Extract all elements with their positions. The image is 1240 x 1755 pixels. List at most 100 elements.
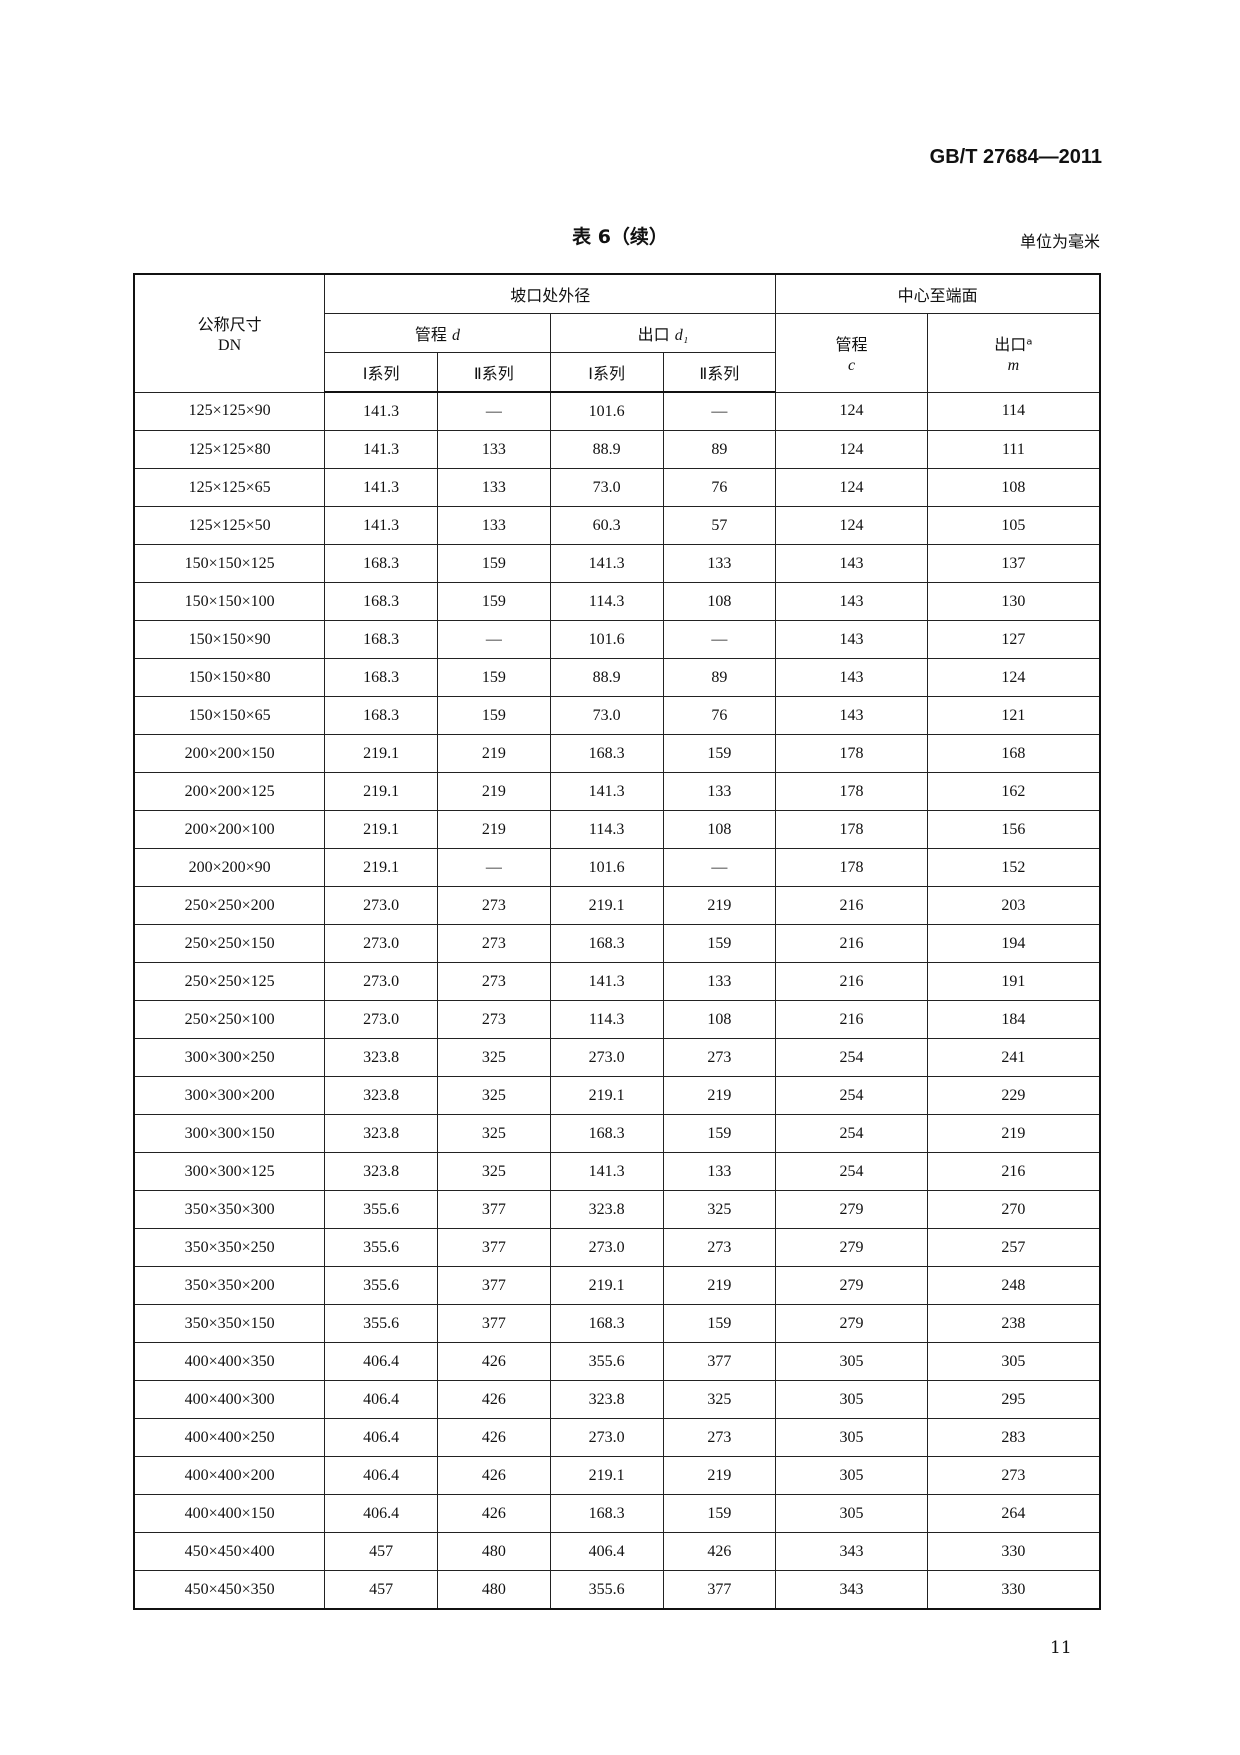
table-cell: 400×400×350	[133, 1342, 326, 1381]
table-cell: 450×450×350	[133, 1570, 326, 1610]
table-cell: 241	[926, 1038, 1101, 1077]
table-cell: 178	[775, 772, 928, 811]
table-cell: 257	[926, 1228, 1101, 1267]
table-row: 450×450×350 457 480 355.6 377 343 330	[133, 1570, 1101, 1610]
table-cell: 273	[662, 1418, 777, 1457]
table-cell: 219.1	[324, 772, 438, 811]
table-cell: 305	[926, 1342, 1101, 1381]
table-row: 150×150×65 168.3 159 73.0 76 143 121	[133, 696, 1101, 735]
table-cell: 305	[775, 1380, 928, 1419]
table-cell: 88.9	[549, 658, 664, 697]
table-cell: 250×250×125	[133, 962, 326, 1001]
table-cell: 400×400×300	[133, 1380, 326, 1419]
header-text: DN	[218, 337, 242, 355]
unit-note: 单位为毫米	[1019, 232, 1100, 251]
table-cell: 238	[926, 1304, 1101, 1343]
table-cell: 105	[926, 506, 1101, 545]
table-cell: 457	[324, 1532, 438, 1571]
table-cell: 300×300×150	[133, 1114, 326, 1153]
table-cell: 143	[775, 582, 928, 621]
table-row: 200×200×150 219.1 219 168.3 159 178 168	[133, 734, 1101, 773]
table-cell: 159	[662, 1114, 777, 1153]
table-cell: 283	[926, 1418, 1101, 1457]
table-cell: 273.0	[324, 962, 438, 1001]
table-cell: 130	[926, 582, 1101, 621]
table-cell: 279	[775, 1304, 928, 1343]
table-row: 400×400×250 406.4 426 273.0 273 305 283	[133, 1418, 1101, 1457]
table-row: 450×450×400 457 480 406.4 426 343 330	[133, 1532, 1101, 1571]
table-cell: 406.4	[324, 1342, 438, 1381]
table-cell: 406.4	[324, 1456, 438, 1495]
table-cell: 141.3	[549, 772, 664, 811]
table-cell: 350×350×200	[133, 1266, 326, 1305]
table-cell: 270	[926, 1190, 1101, 1229]
header-text: 出口ᵃ	[994, 334, 1033, 354]
table-cell: 325	[436, 1152, 551, 1191]
table-cell: 273.0	[324, 924, 438, 963]
table-cell: 325	[662, 1380, 777, 1419]
header-symbol: m	[1007, 356, 1020, 374]
table-row: 150×150×90 168.3—101.6—143 127	[133, 620, 1101, 659]
table-cell: 377	[662, 1570, 777, 1610]
page-number: 11	[1050, 1638, 1072, 1658]
table-cell: 273.0	[324, 1000, 438, 1039]
table-cell: 168.3	[324, 696, 438, 735]
table-cell: 124	[775, 468, 928, 507]
table-cell: 108	[662, 810, 777, 849]
table-cell: —	[436, 620, 551, 659]
table-cell: 355.6	[324, 1304, 438, 1343]
table-row: 400×400×200 406.4 426 219.1 219 305 273	[133, 1456, 1101, 1495]
table-cell: 355.6	[549, 1570, 664, 1610]
table-cell: 191	[926, 962, 1101, 1001]
table-cell: —	[662, 391, 777, 431]
table-cell: 219	[926, 1114, 1101, 1153]
table-cell: 178	[775, 810, 928, 849]
table-cell: 168.3	[549, 1304, 664, 1343]
table-row: 300×300×250 323.8 325 273.0 273 254 241	[133, 1038, 1101, 1077]
table-cell: 219.1	[324, 848, 438, 887]
table-cell: 159	[436, 658, 551, 697]
header-symbol: c	[847, 356, 856, 374]
table-cell: 248	[926, 1266, 1101, 1305]
table-cell: 200×200×150	[133, 734, 326, 773]
table-cell: 273	[926, 1456, 1101, 1495]
header-text: 管程	[414, 325, 447, 344]
table-cell: 168.3	[549, 924, 664, 963]
table-cell: 350×350×250	[133, 1228, 326, 1267]
table-cell: 219.1	[549, 1266, 664, 1305]
table-cell: 143	[775, 696, 928, 735]
table-cell: 168.3	[324, 582, 438, 621]
table-cell: 108	[662, 1000, 777, 1039]
table-cell: 400×400×200	[133, 1456, 326, 1495]
table-cell: 216	[775, 886, 928, 925]
table-cell: 88.9	[549, 430, 664, 469]
table-cell: 279	[775, 1190, 928, 1229]
table-cell: 159	[662, 1304, 777, 1343]
table-cell: 200×200×100	[133, 810, 326, 849]
table-cell: 323.8	[549, 1380, 664, 1419]
table-cell: 73.0	[549, 696, 664, 735]
table-cell: 279	[775, 1266, 928, 1305]
table-cell: 162	[926, 772, 1101, 811]
table-cell: 108	[662, 582, 777, 621]
table-cell: 305	[775, 1456, 928, 1495]
table-cell: 57	[662, 506, 777, 545]
table-cell: —	[662, 848, 777, 887]
table-cell: 200×200×125	[133, 772, 326, 811]
header-symbol: d₁	[674, 327, 689, 344]
table-cell: 216	[775, 1000, 928, 1039]
table-cell: 159	[662, 1494, 777, 1533]
table-title: 表 6（续）	[572, 226, 668, 248]
table-row: 150×150×80 168.3 159 88.9 89 143 124	[133, 658, 1101, 697]
table-cell: 168.3	[324, 544, 438, 583]
table-cell: 141.3	[549, 1152, 664, 1191]
table-cell: 254	[775, 1152, 928, 1191]
table-cell: 480	[436, 1532, 551, 1571]
table-cell: 150×150×125	[133, 544, 326, 583]
table-cell: 305	[775, 1494, 928, 1533]
table-cell: 305	[775, 1342, 928, 1381]
table-row: 250×250×100 273.0 273 114.3 108 216 184	[133, 1000, 1101, 1039]
table-cell: 150×150×90	[133, 620, 326, 659]
table-cell: 325	[436, 1038, 551, 1077]
table-cell: 219	[436, 734, 551, 773]
